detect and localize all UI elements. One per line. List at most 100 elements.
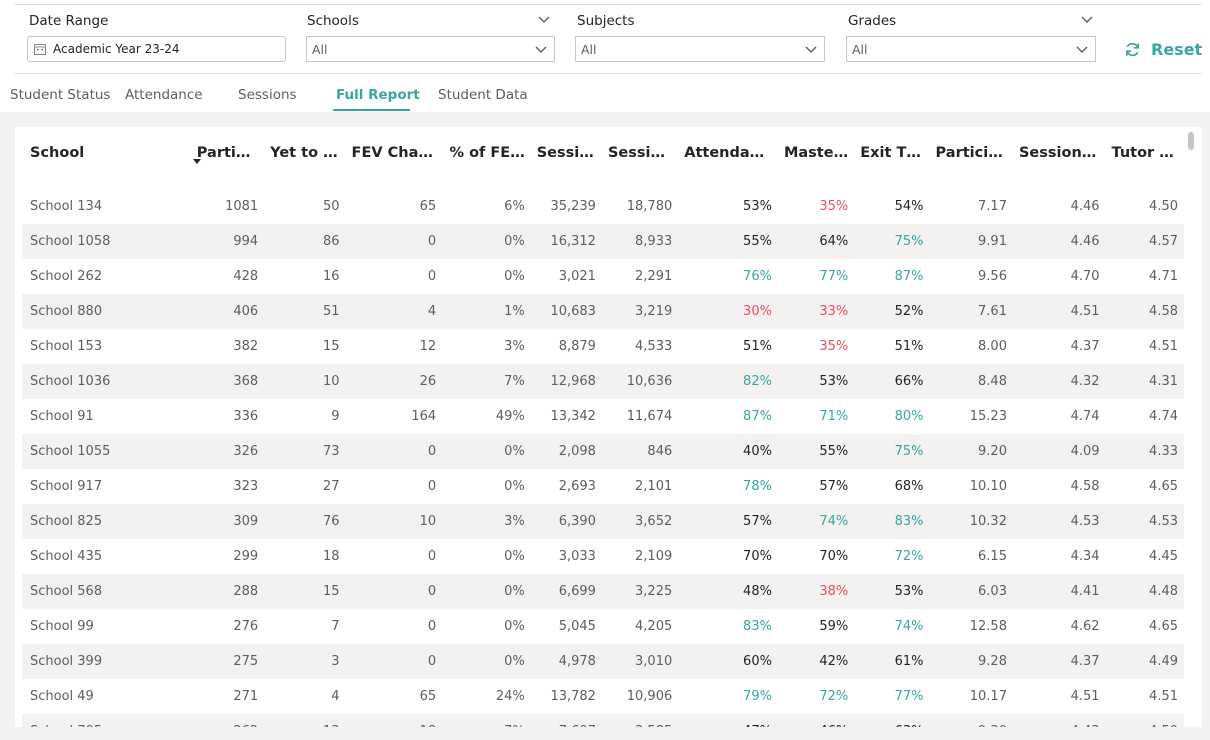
column-header-sessions-2[interactable]: Sessio…	[607, 145, 675, 161]
tab-student-status[interactable]: Student Status	[10, 87, 111, 103]
subjects-dropdown[interactable]: All	[575, 36, 825, 62]
cell-tutor-rating: 4.48	[1105, 574, 1184, 609]
cell-sessions-2: 10,636	[601, 364, 679, 399]
cell-session-rating: 4.70	[1070, 269, 1100, 284]
cell-school: School 917	[30, 479, 103, 494]
column-header-tutor-rating[interactable]: Tutor Ra…	[1111, 145, 1184, 161]
cell-yet-to-participate: 76	[264, 504, 346, 539]
table-row[interactable]: School 91 336 9 164 49% 13,342 11,674 87% 71% 80%…	[22, 399, 1184, 434]
cell-sessions-2: 2,291	[635, 269, 673, 284]
cell-yet-to-participate: 16	[323, 269, 340, 284]
cell-attendance: 78%	[743, 479, 772, 494]
cell-percent-fev: 0%	[504, 549, 525, 564]
table-row[interactable]: School 1036 368 10 26 7% 12,968 10,636 82% 53% 66…	[22, 364, 1184, 399]
cell-school: School 705	[22, 714, 185, 727]
table-row[interactable]: School 825 309 76 10 3% 6,390 3,652 57% 74% 83% 10…	[22, 504, 1184, 539]
cell-session-rating: 4.32	[1012, 364, 1106, 399]
table-row[interactable]: School 1055 326 73 0 0% 2,098 846 40% 55% 75% 9.20…	[22, 434, 1184, 469]
cell-tutor-rating: 4.45	[1149, 549, 1178, 564]
cell-attendance: 55%	[678, 224, 778, 259]
table-row[interactable]: School 880 406 51 4 1% 10,683 3,219 30% 33% 52% 7.…	[22, 294, 1184, 329]
chevron-down-icon	[805, 46, 817, 53]
collapse-chevron-icon[interactable]	[1080, 13, 1094, 27]
cell-session-rating: 4.51	[1012, 294, 1106, 329]
cell-attendance: 48%	[678, 574, 778, 609]
column-header-participants[interactable]: Partici…	[196, 145, 264, 161]
column-header-fev-champions[interactable]: FEV Cham…	[351, 145, 443, 161]
cell-sessions-1: 8,879	[558, 339, 596, 354]
cell-sessions-1: 3,021	[558, 269, 596, 284]
cell-school: School 99	[30, 619, 94, 634]
table-row[interactable]: School 134 1081 50 65 6% 35,239 18,780 53% 35% 54…	[22, 189, 1184, 224]
cell-fev-champions: 18	[345, 714, 443, 727]
cell-session-rating: 4.37	[1070, 339, 1100, 354]
table-row[interactable]: School 917 323 27 0 0% 2,693 2,101 78% 57% 68% 10.…	[22, 469, 1184, 504]
cell-fev-champions: 0	[427, 479, 437, 494]
cell-tutor-rating: 4.65	[1149, 479, 1178, 494]
tab-student-data[interactable]: Student Data	[438, 87, 528, 103]
cell-tutor-rating: 4.71	[1149, 269, 1178, 284]
cell-participants: 382	[233, 339, 259, 354]
cell-school: School 49	[30, 689, 94, 704]
cell-percent-fev: 3%	[442, 504, 531, 539]
cell-participants: 271	[233, 689, 259, 704]
cell-percent-fev: 0%	[504, 479, 525, 494]
table-row[interactable]: School 262 428 16 0 0% 3,021 2,291 76% 77% 87% 9.5…	[22, 259, 1184, 294]
cell-fev-champions: 0	[345, 644, 443, 679]
column-header-session-rating[interactable]: Session …	[1018, 145, 1102, 161]
table-row[interactable]: School 435 299 18 0 0% 3,033 2,109 70% 70% 72% 6.1…	[22, 539, 1184, 574]
cell-yet-to-participate: 15	[323, 339, 340, 354]
cell-sessions-2: 10,906	[626, 689, 673, 704]
column-header-percent-fev[interactable]: % of FE…	[449, 145, 525, 161]
sort-descending-icon[interactable]	[193, 159, 201, 164]
cell-attendance: 82%	[678, 364, 778, 399]
table-row[interactable]: School 153 382 15 12 3% 8,879 4,533 51% 35% 51% 8.…	[22, 329, 1184, 364]
column-header-exit-ticket[interactable]: Exit Ti…	[860, 145, 926, 161]
table-row[interactable]: School 568 288 15 0 0% 6,699 3,225 48% 38% 53% 6.0…	[22, 574, 1184, 609]
column-header-attendance[interactable]: Attendanc…	[684, 145, 778, 161]
cell-yet-to-participate: 51	[264, 294, 346, 329]
table-row[interactable]: School 399 275 3 0 0% 4,978 3,010 60% 42% 61% 9.28…	[22, 644, 1184, 679]
grades-dropdown[interactable]: All	[846, 36, 1096, 62]
table-row[interactable]: School 1058 994 86 0 0% 16,312 8,933 55% 64% 75% 9…	[22, 224, 1184, 259]
tab-sessions[interactable]: Sessions	[238, 87, 297, 103]
table-row[interactable]: School 70526213187%7,6073,58547%46%63%9.…	[22, 714, 1184, 727]
cell-tutor-rating: 4.31	[1105, 364, 1184, 399]
cell-participants: 288	[184, 574, 265, 609]
cell-participants: 262	[184, 714, 265, 727]
column-header-sessions-1[interactable]: Sessio…	[536, 145, 602, 161]
date-range-input[interactable]: Academic Year 23-24	[27, 36, 286, 62]
cell-exit-ticket: 83%	[854, 504, 930, 539]
column-header-yet-to-participate[interactable]: Yet to P…	[270, 145, 346, 161]
cell-tutor-rating: 4.58	[1105, 294, 1184, 329]
header-spacer	[22, 179, 1184, 189]
cell-percent-fev: 49%	[495, 409, 525, 424]
cell-tutor-rating: 4.50	[1149, 199, 1178, 214]
column-header-mastery[interactable]: Master…	[783, 145, 855, 161]
vertical-scrollbar[interactable]	[1188, 132, 1194, 150]
cell-mastery: 74%	[777, 504, 855, 539]
collapse-chevron-icon[interactable]	[537, 13, 551, 27]
tab-full-report[interactable]: Full Report	[336, 87, 420, 103]
cell-exit-ticket: 72%	[894, 549, 924, 564]
table-row[interactable]: School 99 276 7 0 0% 5,045 4,205 83% 59% 74% 12.58…	[22, 609, 1184, 644]
cell-sessions-2: 18,780	[626, 199, 673, 214]
reset-button[interactable]: Reset	[1124, 35, 1202, 63]
table-row[interactable]: School 49 271 4 65 24% 13,782 10,906 79% 72% 77% 1…	[22, 679, 1184, 714]
tab-attendance[interactable]: Attendance	[125, 87, 203, 103]
cell-fev-champions: 0	[427, 619, 437, 634]
cell-sessions-2: 3,652	[601, 504, 679, 539]
cell-tutor-rating: 4.49	[1105, 644, 1184, 679]
cell-participation: 6.03	[929, 574, 1013, 609]
cell-sessions-1: 13,342	[550, 409, 596, 424]
report-table-card: School Partici… Yet to P… FEV Cham… % of…	[15, 127, 1202, 727]
schools-dropdown[interactable]: All	[306, 36, 555, 62]
cell-session-rating: 4.58	[1070, 479, 1100, 494]
reset-label: Reset	[1151, 39, 1203, 59]
column-header-school[interactable]: School	[30, 145, 85, 161]
cell-attendance: 87%	[743, 409, 772, 424]
cell-yet-to-participate: 73	[264, 434, 346, 469]
cell-sessions-1: 16,312	[530, 224, 602, 259]
column-header-participation[interactable]: Particip…	[935, 145, 1013, 161]
cell-exit-ticket: 61%	[854, 644, 930, 679]
